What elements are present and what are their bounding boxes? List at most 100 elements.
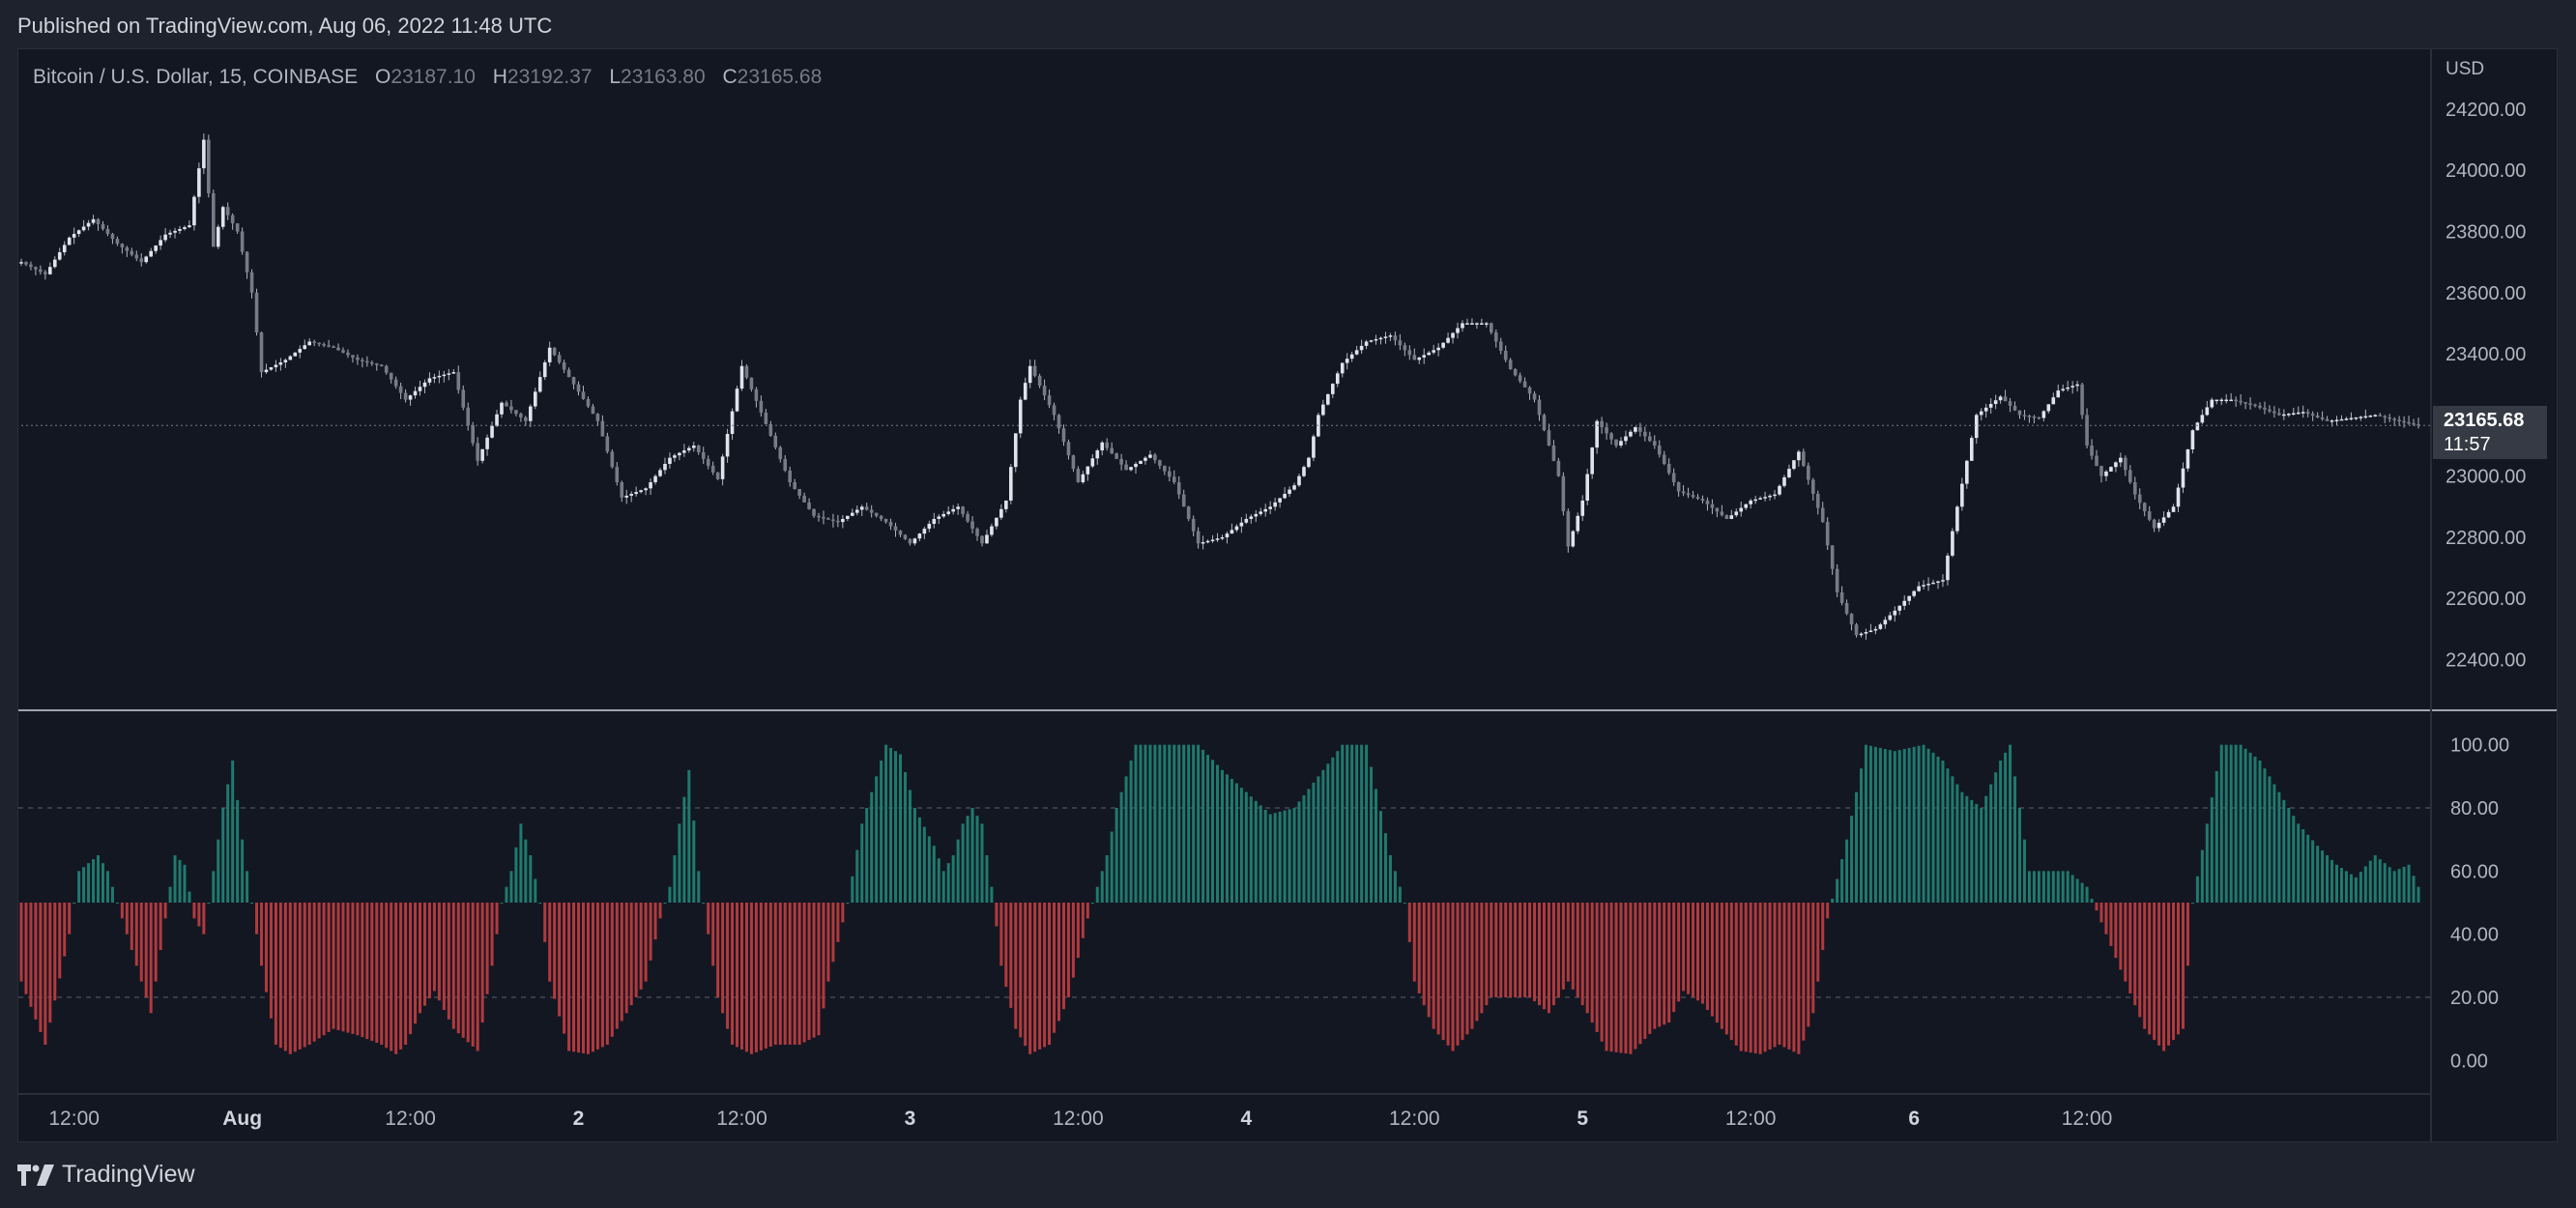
- candle-body: [1912, 590, 1916, 596]
- histogram-bar: [1519, 903, 1522, 997]
- histogram-bar: [154, 903, 158, 982]
- candle-body: [639, 490, 643, 493]
- histogram-bar: [1302, 794, 1306, 903]
- histogram-bar: [629, 903, 633, 1006]
- histogram-bar: [1855, 791, 1859, 903]
- candle-body: [1960, 483, 1964, 507]
- histogram-bar: [1926, 748, 1930, 903]
- histogram-bar: [451, 903, 455, 1029]
- candle-body: [1590, 447, 1594, 475]
- histogram-bar: [1432, 903, 1435, 1029]
- histogram-bar: [365, 903, 369, 1040]
- last-price-value: 23165.68: [2444, 410, 2524, 431]
- candle-body: [2320, 417, 2325, 419]
- histogram-bar: [2148, 903, 2152, 1035]
- histogram-bar: [956, 839, 960, 903]
- histogram-bar: [1912, 746, 1916, 903]
- histogram-bar: [2195, 876, 2199, 903]
- histogram-bar: [1576, 903, 1579, 997]
- histogram-bar: [1514, 903, 1518, 997]
- histogram-bar: [1033, 903, 1037, 1052]
- histogram-bar: [2292, 816, 2296, 903]
- candle-body: [1239, 522, 1244, 527]
- candle-body: [581, 391, 586, 399]
- candle-body: [490, 425, 494, 438]
- histogram-bar: [1653, 903, 1657, 1029]
- histogram-bar: [764, 903, 767, 1049]
- histogram-bar: [231, 761, 235, 903]
- histogram-bar: [841, 903, 845, 923]
- histogram-bar: [658, 903, 662, 919]
- histogram-bar: [2210, 797, 2214, 903]
- indicator-pane: [18, 744, 2431, 1054]
- histogram-bar: [2349, 874, 2353, 903]
- histogram-bar: [178, 859, 182, 903]
- histogram-bar: [1254, 800, 1258, 903]
- candle-body: [216, 226, 220, 247]
- candle-body: [447, 373, 451, 375]
- candle-body: [999, 508, 1003, 518]
- candle-body: [1634, 427, 1637, 432]
- candle-body: [725, 434, 730, 457]
- candle-body: [1522, 381, 1527, 388]
- candle-body: [1859, 633, 1864, 636]
- candle-body: [1614, 439, 1618, 446]
- chart-canvas[interactable]: USD 24200.0024000.0023800.0023600.002340…: [17, 48, 2558, 1142]
- candle-body: [1527, 387, 1532, 394]
- candle-body: [802, 495, 806, 503]
- candle-body: [1326, 393, 1330, 405]
- histogram-bar: [519, 823, 523, 903]
- candle-body: [1013, 433, 1018, 468]
- candle-body: [509, 406, 513, 411]
- candle-body: [1988, 403, 1993, 408]
- candle-body: [749, 377, 754, 389]
- candle-body: [1782, 476, 1786, 486]
- histogram-bar: [34, 903, 38, 1020]
- histogram-bar: [1700, 903, 1704, 1004]
- histogram-bar: [2046, 871, 2050, 903]
- candle-body: [48, 267, 52, 274]
- histogram-bar: [1388, 855, 1392, 903]
- candle-body: [2373, 415, 2378, 417]
- candle-body: [1849, 614, 1854, 625]
- histogram-bar: [1893, 751, 1896, 903]
- histogram-bar: [2321, 850, 2325, 903]
- histogram-bar: [226, 784, 230, 903]
- candle-body: [1974, 415, 1979, 439]
- histogram-bar: [917, 817, 921, 903]
- candle-body: [1720, 511, 1724, 516]
- histogram-bar: [134, 903, 138, 966]
- histogram-bar: [692, 820, 696, 903]
- histogram-bar: [1696, 903, 1700, 1001]
- histogram-bar: [572, 903, 576, 1052]
- candle-body: [327, 345, 331, 347]
- histogram-bar: [1192, 744, 1196, 903]
- histogram-bar: [1321, 769, 1325, 903]
- histogram-bar: [1081, 903, 1085, 938]
- histogram-bar: [1095, 886, 1099, 903]
- histogram-bar: [1398, 886, 1402, 903]
- histogram-bar: [2080, 882, 2084, 903]
- candle-body: [691, 446, 696, 448]
- histogram-bar: [2407, 864, 2411, 903]
- candle-body: [2046, 404, 2051, 412]
- candle-body: [1042, 386, 1047, 396]
- histogram-bar: [1317, 776, 1320, 903]
- histogram-bar: [1216, 764, 1220, 903]
- histogram-bar: [1412, 903, 1416, 982]
- histogram-bar: [1355, 744, 1359, 903]
- candle-body: [303, 345, 307, 350]
- candle-body: [1134, 464, 1138, 468]
- histogram-bar: [548, 903, 552, 982]
- candle-body: [1321, 404, 1325, 416]
- histogram-bar: [2037, 871, 2041, 903]
- candle-body: [2195, 422, 2200, 431]
- histogram-bar: [1053, 903, 1056, 1033]
- candle-body: [1330, 384, 1335, 394]
- candle-body: [2104, 471, 2108, 476]
- candle-body: [2008, 401, 2012, 406]
- histogram-bar: [2224, 744, 2228, 903]
- histogram-bar: [250, 903, 254, 904]
- candle-body: [1662, 454, 1666, 465]
- price-pane: [19, 133, 2431, 640]
